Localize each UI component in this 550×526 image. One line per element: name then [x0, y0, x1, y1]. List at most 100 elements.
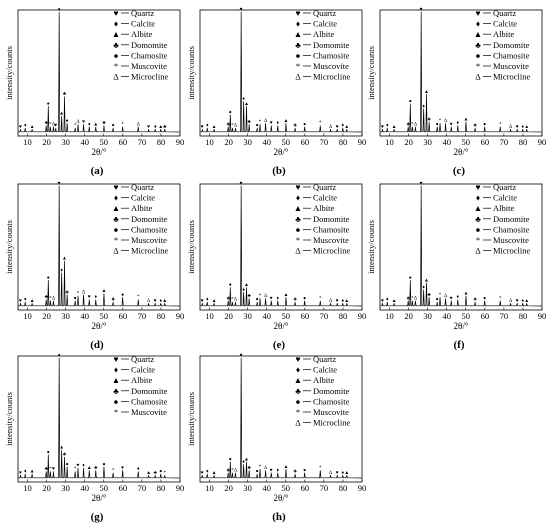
legend-label-microcline: Microcline [493, 246, 531, 256]
peak-marker-quartz: ♥ [154, 299, 157, 304]
legend-symbol-calcite: ♦ [476, 19, 481, 29]
peak-marker-chamosite: ● [102, 462, 105, 467]
legend-symbol-quartz: ♥ [475, 182, 480, 192]
legend-symbol-muscovite: * [476, 235, 480, 245]
legend-symbol-quartz: ♥ [295, 182, 300, 192]
x-tick-label: 50 [282, 137, 291, 147]
peak-marker-quartz: ♥ [336, 125, 339, 130]
legend-label-chamosite: Chamosite [493, 50, 530, 60]
panel-label: (h) [272, 511, 286, 523]
legend-symbol-calcite: ♦ [476, 193, 481, 203]
legend-symbol-chamosite: ● [113, 224, 118, 234]
peak-marker-chamosite: ● [66, 462, 69, 467]
peak-marker-albite: ▲ [463, 292, 468, 297]
x-tick-label: 50 [100, 483, 109, 493]
legend-label-chamosite: Chamosite [131, 224, 168, 234]
legend-label-albite: Albite [313, 375, 334, 385]
legend-symbol-domomite: ♣ [295, 40, 301, 50]
peak-marker-albite: ▲ [59, 445, 64, 450]
peak-marker-albite: ▲ [212, 471, 217, 476]
legend-symbol-chamosite: ● [475, 50, 480, 60]
x-tick-label: 70 [138, 137, 147, 147]
peak-marker-quartz: ♥ [336, 299, 339, 304]
legend-symbol-quartz: ♥ [475, 8, 480, 18]
legend-label-quartz: Quartz [131, 354, 154, 364]
x-tick-label: 60 [301, 483, 310, 493]
peak-marker-muscovite: * [439, 119, 442, 124]
peak-marker-calcite: ♦ [206, 124, 209, 129]
peak-marker-quartz: ♥ [420, 8, 423, 13]
peak-marker-calcite: ♦ [422, 104, 425, 109]
legend-symbol-domomite: ♣ [295, 386, 301, 396]
legend-symbol-microcline: Δ [295, 72, 301, 82]
peak-marker-albite: ▲ [524, 299, 529, 304]
legend-symbol-calcite: ♦ [114, 365, 119, 375]
x-axis-label: 2θ/° [454, 321, 469, 331]
peak-marker-domomite: ♣ [407, 296, 411, 301]
plot-frame [199, 183, 363, 311]
peak-marker-microcline: Δ [414, 122, 418, 127]
legend-label-muscovite: Muscovite [131, 61, 167, 71]
x-tick-label: 50 [100, 137, 109, 147]
x-tick-label: 70 [138, 311, 147, 321]
x-tick-label: 10 [23, 311, 32, 321]
peak-marker-domomite: ♣ [45, 121, 49, 126]
legend-symbol-chamosite: ● [295, 50, 300, 60]
legend-symbol-chamosite: ● [475, 224, 480, 234]
x-axis-label: 2θ/° [92, 147, 107, 157]
peak-marker-quartz: ♥ [240, 354, 243, 359]
peak-marker-albite: ▲ [30, 470, 35, 475]
peak-marker-calcite: ♦ [521, 299, 524, 304]
peak-marker-quartz: ♥ [240, 182, 243, 187]
peak-marker-albite: ▲ [283, 465, 288, 470]
legend-label-calcite: Calcite [313, 19, 337, 29]
x-tick-label: 70 [320, 137, 329, 147]
x-tick-label: 80 [339, 483, 348, 493]
peak-marker-microcline: Δ [52, 122, 56, 127]
peak-marker-calcite: ♦ [341, 471, 344, 476]
legend-symbol-albite: ▲ [112, 375, 120, 385]
peak-marker-quartz: ♥ [121, 466, 124, 471]
x-tick-label: 90 [358, 137, 367, 147]
legend-symbol-domomite: ♣ [475, 40, 481, 50]
peak-marker-albite: ▲ [244, 102, 249, 107]
legend-label-calcite: Calcite [313, 365, 337, 375]
x-tick-label: 70 [500, 137, 509, 147]
x-tick-label: 10 [385, 311, 394, 321]
peak-marker-albite: ▲ [101, 289, 106, 294]
y-axis-label: intensity/counts [186, 46, 196, 100]
peak-marker-albite: ▲ [424, 278, 429, 283]
peak-marker-domomite: ♣ [45, 295, 49, 300]
x-tick-label: 20 [42, 483, 51, 493]
peak-marker-calcite: ♦ [242, 460, 245, 465]
x-tick-label: 20 [42, 137, 51, 147]
peak-marker-calcite: ♦ [24, 298, 27, 303]
legend-symbol-chamosite: ● [113, 396, 118, 406]
x-tick-label: 60 [119, 483, 128, 493]
legend-label-quartz: Quartz [131, 8, 154, 18]
diffraction-line [18, 357, 180, 479]
x-tick-label: 50 [462, 311, 471, 321]
peak-marker-domomite: ♣ [66, 290, 70, 295]
peak-marker-domomite: ♣ [227, 468, 231, 473]
peak-marker-domomite: ♣ [407, 122, 411, 127]
peak-marker-microcline: Δ [147, 299, 151, 304]
peak-marker-quartz: ♥ [201, 125, 204, 130]
x-tick-label: 10 [205, 137, 214, 147]
peak-marker-albite: ▲ [344, 125, 349, 130]
legend-label-microcline: Microcline [313, 72, 351, 82]
plot-frame [17, 183, 181, 311]
peak-marker-domomite: ♣ [428, 293, 432, 298]
legend-symbol-chamosite: ● [295, 224, 300, 234]
x-tick-label: 40 [262, 137, 271, 147]
x-tick-label: 90 [358, 483, 367, 493]
peak-marker-albite: ▲ [93, 122, 98, 127]
legend-symbol-quartz: ♥ [295, 8, 300, 18]
peak-marker-calcite: ♦ [137, 467, 140, 472]
x-tick-label: 30 [243, 311, 252, 321]
xrd-panel: intensity/counts 10 20 30 40 50 60 70 80 90 2θ/° (a… [4, 8, 184, 178]
legend-label-chamosite: Chamosite [493, 224, 530, 234]
peak-marker-microcline: Δ [509, 299, 513, 304]
legend-symbol-calcite: ♦ [296, 19, 301, 29]
peak-marker-muscovite: * [74, 124, 77, 129]
